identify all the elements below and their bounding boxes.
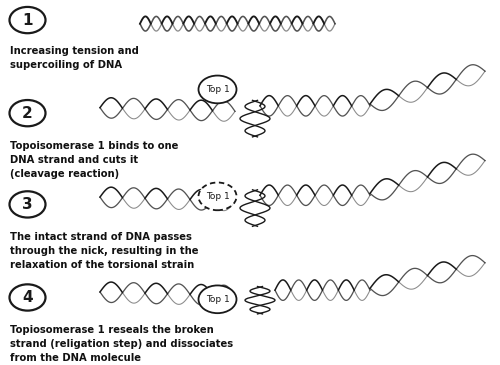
Text: Top 1: Top 1 bbox=[206, 295, 230, 304]
Circle shape bbox=[198, 182, 236, 210]
Text: 4: 4 bbox=[22, 290, 33, 305]
Circle shape bbox=[198, 76, 236, 103]
Text: Top 1: Top 1 bbox=[206, 85, 230, 94]
Circle shape bbox=[198, 285, 236, 313]
Text: 2: 2 bbox=[22, 105, 33, 121]
Text: Topoisomerase 1 binds to one
DNA strand and cuts it
(cleavage reaction): Topoisomerase 1 binds to one DNA strand … bbox=[10, 141, 178, 178]
Text: Topiosomerase 1 reseals the broken
strand (religation step) and dissociates
from: Topiosomerase 1 reseals the broken stran… bbox=[10, 325, 233, 363]
Text: Increasing tension and
supercoiling of DNA: Increasing tension and supercoiling of D… bbox=[10, 46, 139, 70]
Text: The intact strand of DNA passes
through the nick, resulting in the
relaxation of: The intact strand of DNA passes through … bbox=[10, 232, 198, 270]
Text: 3: 3 bbox=[22, 197, 33, 212]
Text: 1: 1 bbox=[22, 12, 33, 28]
Text: Top 1: Top 1 bbox=[206, 192, 230, 201]
